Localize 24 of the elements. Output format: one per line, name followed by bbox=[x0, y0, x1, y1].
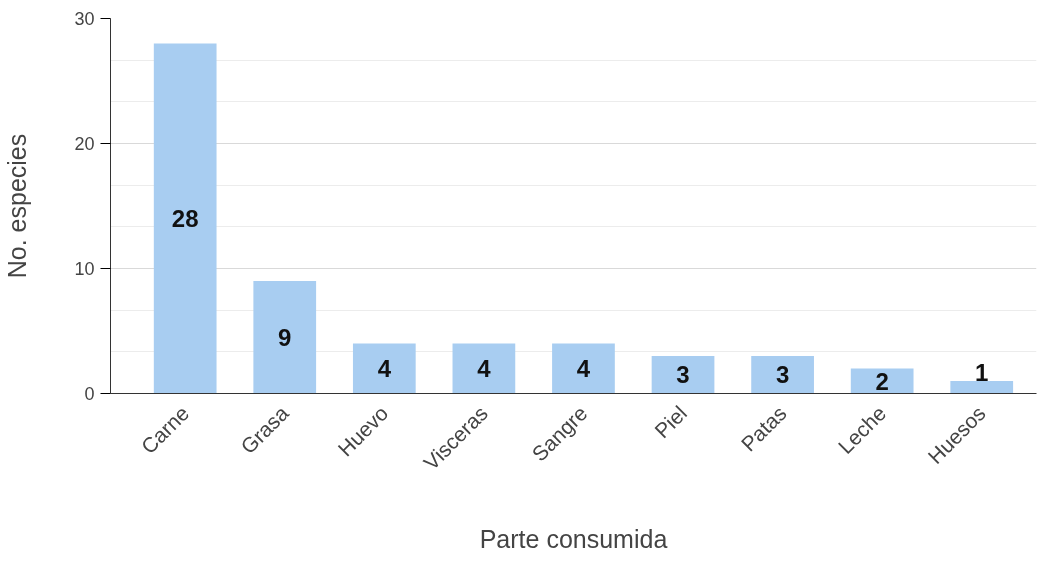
data-label: 9 bbox=[278, 323, 292, 351]
data-label: 4 bbox=[477, 355, 492, 382]
bar bbox=[651, 356, 715, 394]
x-axis-title: Parte consumida bbox=[479, 525, 668, 554]
bar bbox=[253, 281, 317, 394]
y-tick-label: 10 bbox=[74, 259, 95, 279]
y-tick-label: 20 bbox=[74, 134, 95, 154]
data-label: 28 bbox=[171, 205, 199, 232]
bar bbox=[452, 343, 516, 394]
y-axis-title: No. especies bbox=[3, 133, 32, 279]
data-label: 1 bbox=[975, 359, 989, 386]
bar bbox=[552, 343, 615, 394]
bar bbox=[751, 356, 814, 394]
bar bbox=[352, 343, 416, 394]
bar bbox=[950, 381, 1014, 394]
data-label: 4 bbox=[576, 355, 591, 382]
data-label: 3 bbox=[775, 361, 790, 389]
y-tick-label: 30 bbox=[74, 9, 95, 29]
data-label: 2 bbox=[875, 367, 889, 395]
bar bbox=[153, 43, 217, 394]
y-tick-label: 0 bbox=[84, 384, 95, 404]
data-label: 3 bbox=[676, 361, 690, 389]
data-label: 4 bbox=[377, 355, 392, 382]
x-tick-label: Piel bbox=[650, 401, 692, 443]
